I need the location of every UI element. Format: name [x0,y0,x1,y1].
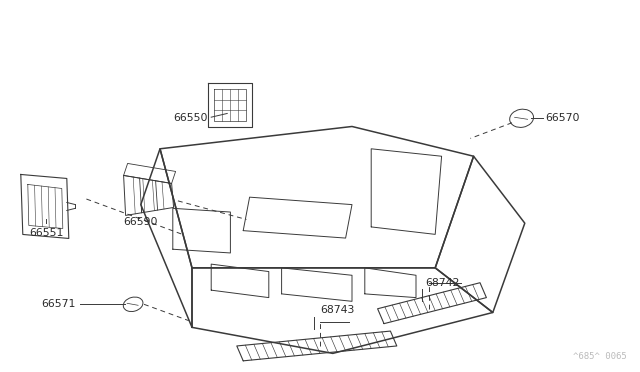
Text: 66570: 66570 [545,113,580,123]
Text: 66551: 66551 [29,228,63,238]
Text: ^685^ 0065: ^685^ 0065 [573,352,627,361]
Text: 66590: 66590 [124,217,158,227]
Text: 68743: 68743 [320,305,355,315]
Text: 68742: 68742 [426,278,460,288]
Text: 66571: 66571 [41,299,76,309]
Text: 66550: 66550 [173,113,208,123]
